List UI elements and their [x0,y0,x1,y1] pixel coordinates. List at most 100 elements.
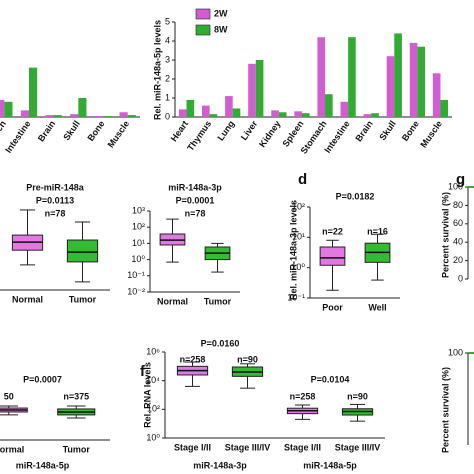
y-tick-label: 1 [165,92,170,102]
bar [53,115,62,117]
bar [371,113,379,117]
n-label: n=258 [180,354,206,364]
bar [417,46,425,118]
x-tick-label: Stage III/IV [335,442,381,452]
y-tick-label: 100 [448,347,463,357]
x-tick-label: Tumor [204,296,232,306]
p-value: P=0.0007 [23,374,62,384]
bar [348,37,356,118]
bar [271,110,279,117]
y-tick-label: 10² [292,201,305,211]
bar [4,101,13,117]
x-tick-label: Skull [377,119,398,142]
y-tick-label: 10¹ [132,238,145,248]
group-label: miR-148a-3p [193,460,247,470]
bar [301,113,310,117]
n-label: n=90 [237,354,258,364]
y-tick-label: 5 [165,16,170,26]
box [66,239,99,263]
n-label: n=22 [322,226,343,236]
bar [103,116,112,117]
y-tick-label: 4 [165,35,170,45]
bar [255,60,264,117]
bar [340,101,349,117]
y-tick-label: 10⁻¹ [127,270,145,280]
panel-letter: g [456,171,465,188]
y-tick-label: 10⁶ [146,346,160,356]
bar [70,114,79,117]
x-tick-label: Tumor [69,294,97,304]
n-label: 50 [4,391,14,401]
y-tick-label: 10² [147,404,160,414]
x-tick-label: Bone [85,119,106,143]
bar [94,116,103,117]
y-tick-label: 10⁻¹ [287,292,305,302]
y-axis-label: Percent survival (%) [440,192,450,278]
n-label: n=16 [367,226,388,236]
x-tick-label: Normal [0,444,24,454]
bar [317,37,326,118]
y-tick-label: 60 [453,218,463,228]
bar [29,67,38,117]
bar [78,98,87,117]
x-tick-label: Bone [400,119,421,143]
y-tick-label: 2 [165,73,170,83]
bar [440,99,449,117]
bar [386,56,395,117]
p-value: P=0.0001 [176,195,215,205]
x-tick-label: ach [0,119,8,137]
y-axis-label: Rel. miR-148a-3p levels [288,200,298,300]
legend-label: 2W [214,8,228,18]
legend-swatch [195,8,211,20]
p-value: P=0.0160 [201,338,240,348]
y-tick-label: 100 [448,181,463,191]
x-tick-label: Heart [169,119,190,144]
x-tick-label: Stage I/II [174,442,211,452]
panel-title: miR-148a-3p [168,182,222,192]
n-label: n=90 [347,391,368,401]
y-tick-label: 10² [132,222,145,232]
p-value: P=0.0182 [336,191,375,201]
bar [178,109,187,117]
x-tick-label: Muscle [418,119,444,150]
bar [278,112,287,117]
x-tick-label: Thymus [185,119,213,153]
bar [225,96,233,117]
box [319,246,346,266]
bar [294,111,302,117]
p-value: P=0.0104 [311,374,350,384]
bar [248,63,256,117]
x-tick-label: Brain [36,119,57,144]
y-tick-label: 10⁰ [131,254,145,264]
y-axis-label: Rel. RNA levels [142,362,152,428]
x-tick-label: Lung [215,119,236,143]
bar [119,112,128,117]
y-tick-label: 80 [453,200,463,210]
legend-swatch [195,24,211,36]
y-tick-label: 10³ [132,205,145,215]
n-label: n=78 [185,208,206,218]
y-axis-label: Rel. miR-148a-5p levels [152,20,162,120]
bar [0,99,5,117]
n-label: n=78 [45,208,66,218]
x-tick-label: Normal [157,296,188,306]
x-tick-label: Stage III/IV [225,442,271,452]
y-tick-label: 10¹ [292,232,305,242]
bar [20,110,29,117]
y-tick-label: 0 [458,273,463,283]
y-tick-label: 10⁴ [146,375,160,385]
y-tick-label: 0 [165,111,170,121]
x-tick-label: Skull [61,119,82,142]
x-tick-label: Well [368,302,386,312]
x-tick-label: Kidney [257,119,282,149]
bar [186,99,195,117]
n-label: n=258 [290,391,316,401]
y-tick-label: 20 [453,255,463,265]
bar [232,108,241,117]
bar [432,73,441,117]
y-tick-label: 10⁰ [291,262,305,272]
y-tick-label: 10⁻² [127,286,145,296]
panel-title: Pre-miR-148a [26,182,85,192]
bar [409,42,418,117]
